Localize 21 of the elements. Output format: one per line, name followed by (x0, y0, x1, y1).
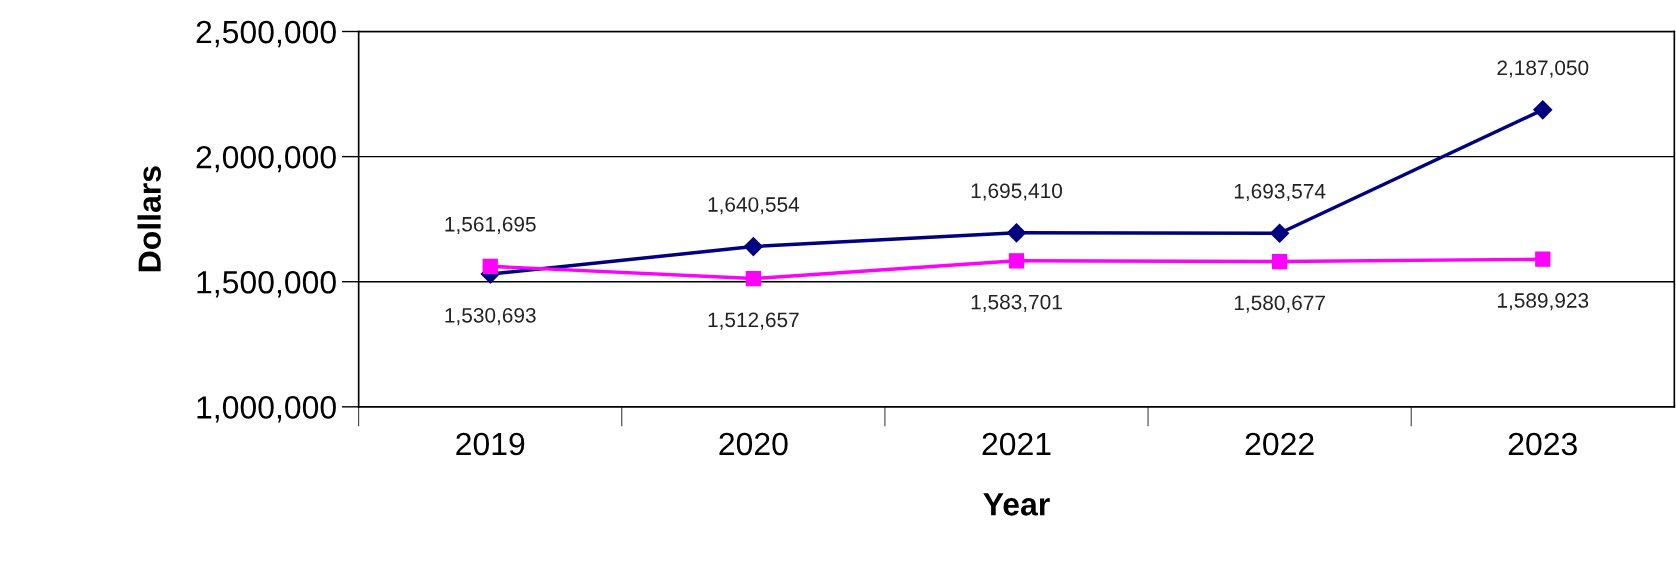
x-tick-label: 2019 (456, 432, 525, 456)
data-label: 1,530,693 (445, 307, 536, 326)
x-tick-label: 2022 (1245, 432, 1314, 456)
data-label: 1,693,574 (1234, 183, 1326, 202)
data-label: 1,580,677 (1234, 295, 1325, 313)
data-label: 1,583,701 (971, 294, 1062, 312)
data-label: 1,561,695 (445, 216, 536, 235)
data-label: 1,589,923 (1498, 293, 1589, 311)
y-tick-label: 2,000,000 (196, 145, 336, 173)
data-label: 2,187,050 (1497, 60, 1589, 78)
data-label: 1,512,657 (708, 312, 799, 330)
data-label: 1,640,554 (708, 197, 800, 215)
y-tick-label: 2,500,000 (196, 20, 336, 48)
y-axis-title: Dollars (137, 166, 161, 272)
y-tick-label: 1,000,000 (197, 396, 336, 423)
x-tick-label: 2023 (1508, 432, 1577, 456)
data-label: 1,695,410 (971, 183, 1063, 201)
x-axis-title: Year (983, 493, 1050, 516)
y-tick-label: 1,500,000 (197, 270, 336, 298)
x-tick-label: 2021 (982, 432, 1051, 456)
x-tick-label: 2020 (719, 432, 788, 456)
